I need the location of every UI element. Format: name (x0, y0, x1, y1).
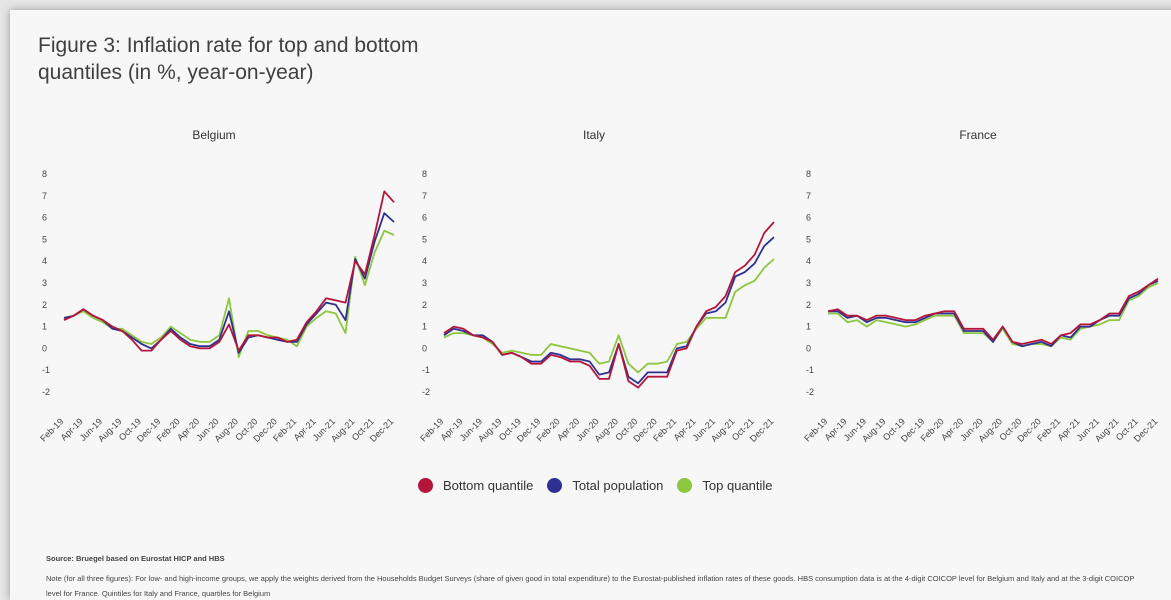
chart-svg: 876543210-1-2Feb-19Apr-19Jun-19Aug-19Oct… (802, 169, 1159, 444)
chart-legend: Bottom quantile Total population Top qua… (418, 478, 787, 493)
y-tick-label: 0 (806, 343, 811, 353)
y-tick-label: 8 (422, 169, 427, 179)
y-tick-label: 7 (42, 191, 47, 201)
y-tick-label: 6 (806, 213, 811, 223)
y-tick-label: 2 (42, 300, 47, 310)
legend-swatch (547, 478, 563, 493)
source-text: Source: Bruegel based on Eurostat HICP a… (46, 554, 225, 563)
series-line-bottom-quantile (827, 277, 1159, 345)
series-line-bottom-quantile (443, 221, 775, 389)
y-tick-label: 6 (42, 213, 47, 223)
chart-svg: 876543210-1-2Feb-19Apr-19Jun-19Aug-19Oct… (418, 169, 775, 444)
y-tick-label: 1 (42, 322, 47, 332)
chart-title: Belgium (192, 128, 236, 142)
y-tick-label: 4 (806, 256, 811, 266)
y-tick-label: 8 (42, 169, 47, 179)
series-line-top-quantile (443, 258, 775, 374)
y-tick-label: -1 (806, 365, 814, 375)
legend-label: Total population (572, 478, 664, 493)
chart-panel-belgium: 8 7 6 5 4 3 2 1 0 -1 -2 Feb-19 Apr-19 Jun-19 Aug-19 Oct… (28, 122, 400, 452)
y-tick-label: 5 (422, 234, 427, 244)
legend-swatch (418, 478, 433, 493)
chart-svg: 876543210-1-2Feb-19Apr-19Jun-19Aug-19Oct… (38, 169, 395, 444)
figure-card: Figure 3: Inflation rate for top and bot… (10, 10, 1171, 600)
chart-title: Italy (582, 128, 605, 142)
chart-panel-italy: 8 7 6 5 4 3 2 1 0 -1 -2 Feb-19 Apr-19 Jun-19 Aug-19 Oct… (408, 122, 780, 452)
y-tick-label: 3 (806, 278, 811, 288)
y-tick-label: -2 (42, 387, 50, 397)
y-tick-label: 7 (422, 191, 427, 201)
y-tick-label: -1 (422, 365, 430, 375)
legend-item-bottom: Bottom quantile (418, 478, 533, 493)
y-tick-label: 4 (422, 256, 427, 266)
y-tick-label: -2 (422, 387, 430, 397)
y-tick-label: 4 (42, 256, 47, 266)
y-tick-label: 5 (806, 234, 811, 244)
series-line-bottom-quantile (63, 190, 395, 352)
figure-title: Figure 3: Inflation rate for top and bot… (38, 34, 419, 84)
y-tick-label: 0 (42, 343, 47, 353)
y-tick-label: 1 (422, 322, 427, 332)
note-text: Note (for all three figures): For low- a… (46, 574, 1135, 598)
y-tick-label: 8 (806, 169, 811, 179)
y-tick-label: 0 (422, 343, 427, 353)
y-tick-label: 6 (422, 213, 427, 223)
legend-swatch (677, 478, 693, 493)
y-tick-label: 2 (806, 300, 811, 310)
legend-label: Top quantile (702, 478, 773, 493)
chart-panel-france: 8 7 6 5 4 3 2 1 0 -1 -2 Feb-19 Apr-19 Jun-19 Aug-19 Oct… (792, 122, 1164, 452)
y-tick-label: -1 (42, 365, 50, 375)
y-tick-label: 1 (806, 322, 811, 332)
y-tick-label: 3 (422, 278, 427, 288)
legend-item-total: Total population (547, 478, 663, 493)
chart-title: France (959, 128, 997, 142)
y-tick-label: -2 (806, 387, 814, 397)
y-tick-label: 7 (806, 191, 811, 201)
y-tick-label: 3 (42, 278, 47, 288)
legend-item-top: Top quantile (677, 478, 773, 493)
series-line-top-quantile (63, 229, 395, 359)
legend-label: Bottom quantile (443, 478, 534, 493)
y-tick-label: 5 (42, 234, 47, 244)
y-tick-label: 2 (422, 300, 427, 310)
